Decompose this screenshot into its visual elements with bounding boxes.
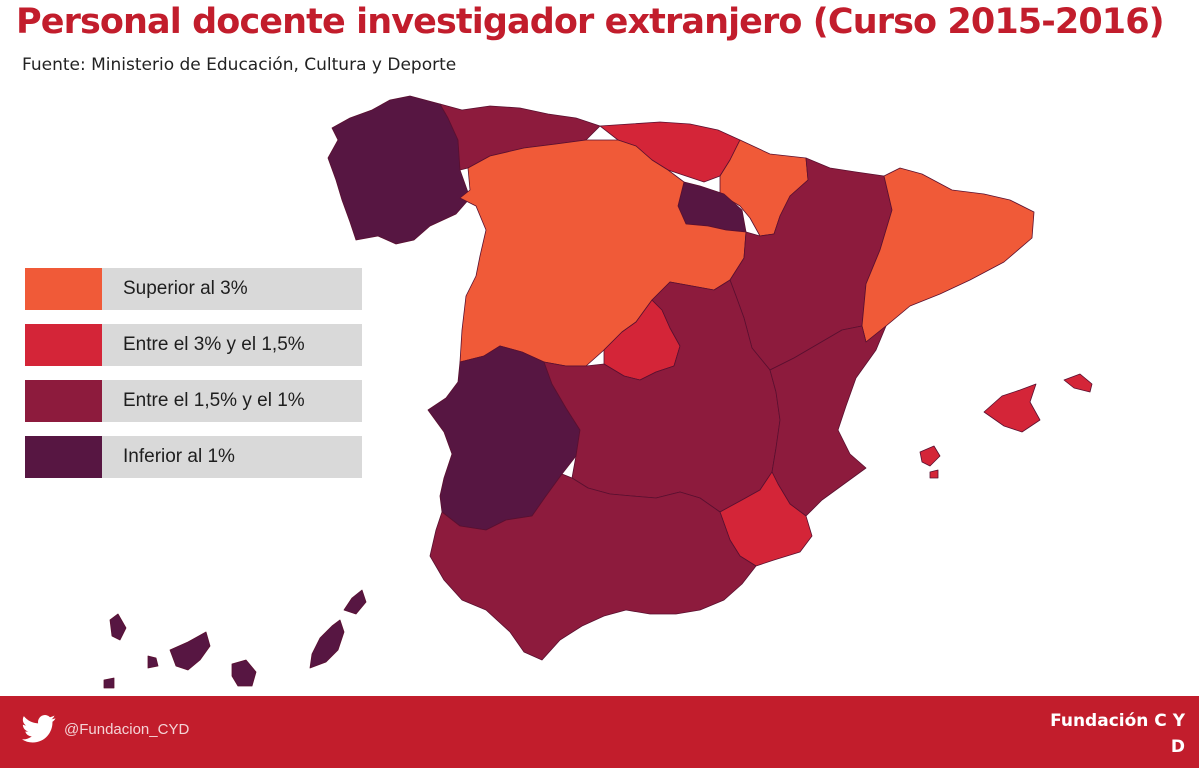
legend-item-entre-1-5-1: Entre el 1,5% y el 1% <box>25 380 362 422</box>
region-islas-baleares-shape-1 <box>1063 373 1093 393</box>
legend-label: Entre el 3% y el 1,5% <box>123 334 305 355</box>
brand-line-1: Fundación C Y <box>1050 711 1185 731</box>
legend-item-inferior-1: Inferior al 1% <box>25 436 362 478</box>
region-islas-canarias-shape-3 <box>103 677 115 689</box>
region-islas-baleares-shape-3 <box>929 469 939 479</box>
legend-swatch <box>25 380 102 422</box>
legend-swatch <box>25 324 102 366</box>
region-islas-canarias-shape-4 <box>231 659 257 687</box>
region-islas-baleares-shape-2 <box>919 445 941 467</box>
twitter-handle[interactable]: @Fundacion_CYD <box>64 721 190 738</box>
region-islas-baleares <box>919 373 1093 479</box>
region-islas-canarias-shape-5 <box>309 619 345 669</box>
source-note: Fuente: Ministerio de Educación, Cultura… <box>22 55 457 75</box>
region-islas-baleares-shape <box>983 383 1041 433</box>
legend-label: Superior al 3% <box>123 278 248 299</box>
brand-line-2: D <box>1170 737 1185 757</box>
legend-label: Inferior al 1% <box>123 446 235 467</box>
legend-item-entre-3-1-5: Entre el 3% y el 1,5% <box>25 324 362 366</box>
twitter-bird-icon[interactable] <box>22 714 56 744</box>
footer-bar: @Fundacion_CYD Fundación C Y D <box>0 696 1199 768</box>
spain-choropleth-map <box>103 95 1093 689</box>
region-murcia <box>719 471 813 567</box>
legend-swatch <box>25 268 102 310</box>
brand-logo: Fundación C Y D <box>1005 708 1185 760</box>
legend-swatch <box>25 436 102 478</box>
region-islas-canarias-shape-2 <box>147 655 159 669</box>
region-islas-canarias <box>103 589 367 689</box>
legend-item-superior-3: Superior al 3% <box>25 268 362 310</box>
region-cataluna-shape <box>861 167 1035 343</box>
region-murcia-shape <box>719 471 813 567</box>
region-islas-canarias-shape-1 <box>109 613 127 641</box>
region-islas-canarias-shape <box>169 631 211 671</box>
region-andalucia-shape <box>429 473 757 661</box>
region-cataluna <box>861 167 1035 343</box>
region-andalucia <box>429 473 757 661</box>
page-title: Personal docente investigador extranjero… <box>16 2 1165 42</box>
region-islas-canarias-shape-6 <box>343 589 367 615</box>
legend-label: Entre el 1,5% y el 1% <box>123 390 305 411</box>
